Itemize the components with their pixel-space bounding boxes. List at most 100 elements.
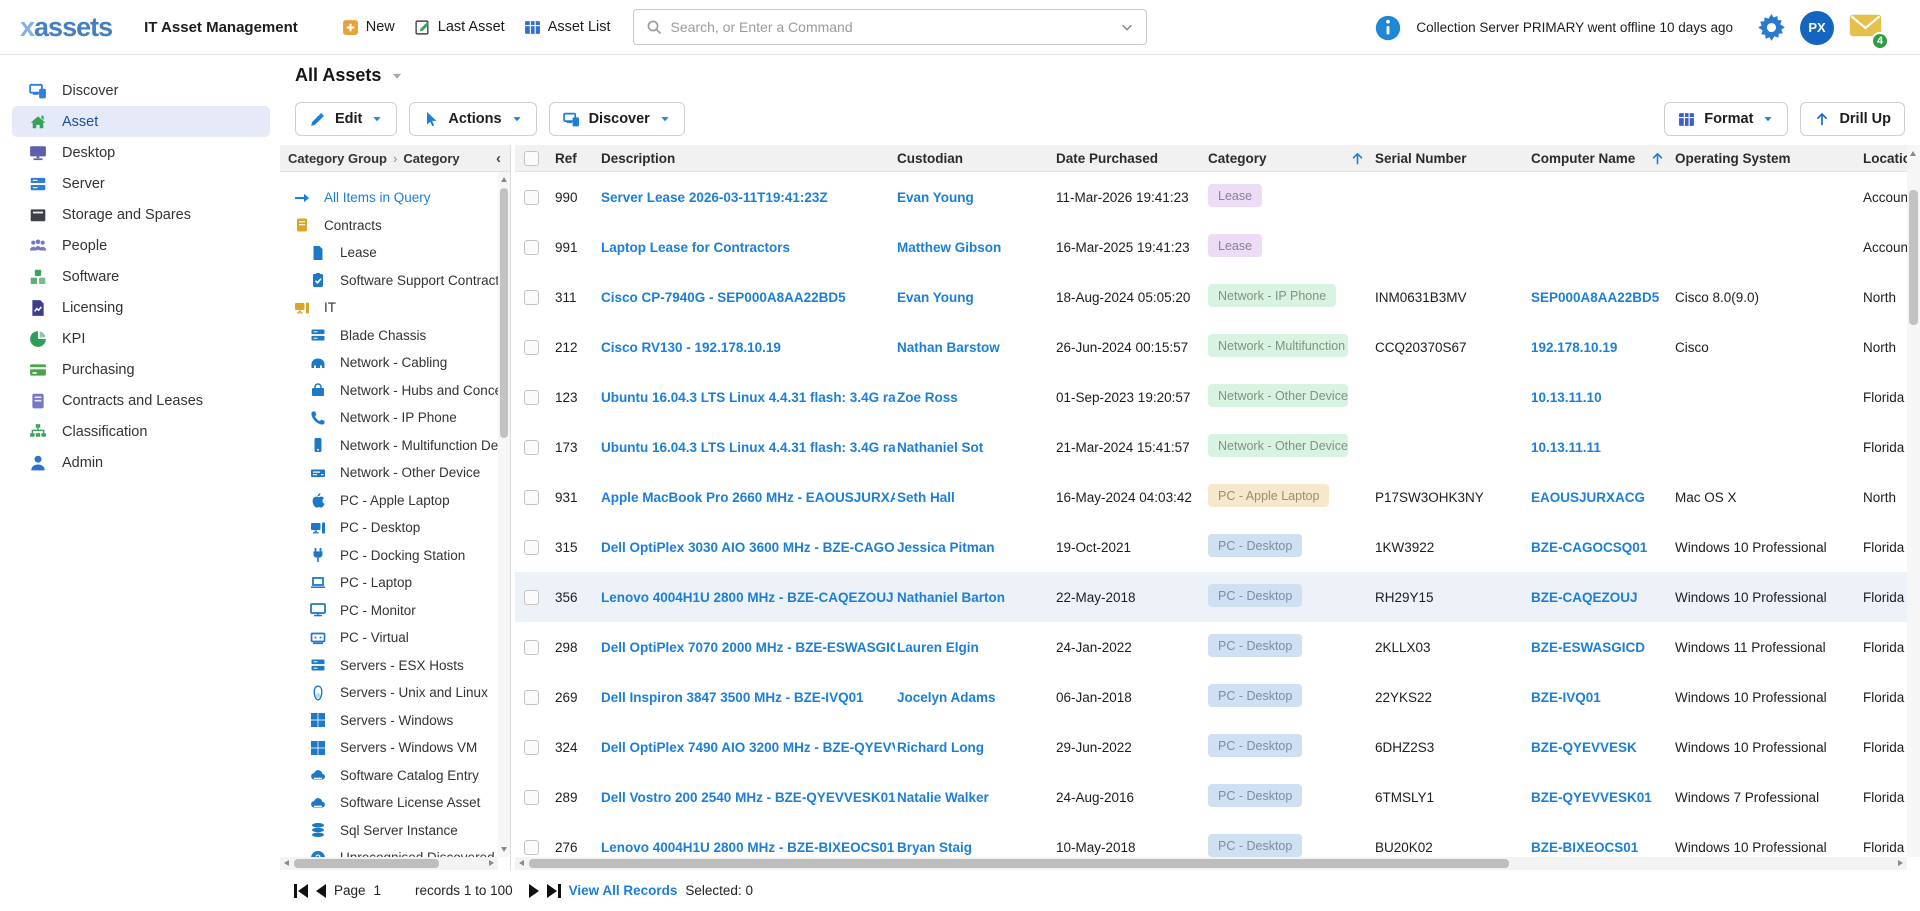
- cell-custodian-link-text[interactable]: Nathaniel Barton: [897, 589, 1006, 605]
- tree-header-group[interactable]: Category Group: [288, 150, 387, 166]
- tree-item-servers-unix-and-linux[interactable]: Servers - Unix and Linux: [280, 679, 498, 707]
- cell-computer-name-link[interactable]: BZE-CAQEZOUJ: [1529, 590, 1673, 605]
- row-checkbox[interactable]: [524, 289, 539, 305]
- row-checkbox[interactable]: [524, 389, 539, 405]
- row-checkbox[interactable]: [524, 739, 539, 755]
- cell-custodian-link[interactable]: Seth Hall: [895, 490, 1054, 505]
- cell-description-link-text[interactable]: Ubuntu 16.04.3 LTS Linux 4.4.31 flash: 3…: [601, 439, 895, 455]
- cell-custodian-link-text[interactable]: Nathan Barstow: [897, 339, 1000, 355]
- table-row[interactable]: 298 Dell OptiPlex 7070 2000 MHz - BZE-ESW…: [515, 622, 1907, 672]
- grid-vertical-scrollbar[interactable]: [1907, 145, 1920, 857]
- previous-page-button[interactable]: [316, 883, 326, 898]
- column-header-ref[interactable]: Ref: [553, 151, 599, 166]
- tree-item-sql-server-instance[interactable]: Sql Server Instance: [280, 817, 498, 845]
- chevron-down-icon[interactable]: [1120, 20, 1134, 34]
- cell-description-link-text[interactable]: Cisco CP-7940G - SEP000A8AA22BD5: [601, 289, 846, 305]
- topnav-asset-list[interactable]: Asset List: [524, 19, 611, 36]
- cell-computer-name-link[interactable]: SEP000A8AA22BD5: [1529, 290, 1673, 305]
- discover-button[interactable]: Discover: [548, 102, 685, 136]
- cell-computer-name-link[interactable]: BZE-IVQ01: [1529, 690, 1673, 705]
- sidebar-item-desktop[interactable]: Desktop: [12, 137, 270, 168]
- table-row[interactable]: 289 Dell Vostro 200 2540 MHz - BZE-QYEVVE…: [515, 772, 1907, 822]
- column-header-date-purchased[interactable]: Date Purchased: [1054, 151, 1206, 166]
- column-header-computer-name[interactable]: Computer Name: [1529, 151, 1673, 166]
- column-header-custodian[interactable]: Custodian: [895, 151, 1054, 166]
- row-checkbox[interactable]: [524, 239, 539, 255]
- cell-description-link[interactable]: Dell OptiPlex 7070 2000 MHz - BZE-ESWASG…: [599, 640, 895, 655]
- cell-description-link-text[interactable]: Dell OptiPlex 3030 AIO 3600 MHz - BZE-CA…: [601, 539, 895, 555]
- cell-custodian-link[interactable]: Matthew Gibson: [895, 240, 1054, 255]
- last-page-button[interactable]: [546, 883, 561, 898]
- tree-item-contracts[interactable]: Contracts: [280, 212, 498, 240]
- row-checkbox[interactable]: [524, 489, 539, 505]
- cell-computer-name-link-text[interactable]: SEP000A8AA22BD5: [1531, 289, 1660, 305]
- tree-item-pc-monitor[interactable]: PC - Monitor: [280, 597, 498, 625]
- row-checkbox[interactable]: [524, 639, 539, 655]
- tree-item-pc-laptop[interactable]: PC - Laptop: [280, 569, 498, 597]
- search-input[interactable]: Search, or Enter a Command: [632, 9, 1147, 45]
- cell-custodian-link[interactable]: Nathan Barstow: [895, 340, 1054, 355]
- cell-custodian-link[interactable]: Evan Young: [895, 290, 1054, 305]
- cell-custodian-link[interactable]: Jessica Pitman: [895, 540, 1054, 555]
- cell-description-link[interactable]: Dell Vostro 200 2540 MHz - BZE-QYEVVESK0…: [599, 790, 895, 805]
- cell-custodian-link[interactable]: Jocelyn Adams: [895, 690, 1054, 705]
- cell-computer-name-link[interactable]: BZE-BIXEOCS01: [1529, 840, 1673, 855]
- cell-computer-name-link[interactable]: BZE-QYEVVESK01: [1529, 790, 1673, 805]
- tree-item-network-multifunction-dev[interactable]: Network - Multifunction Dev: [280, 432, 498, 460]
- drill-up-button[interactable]: Drill Up: [1800, 102, 1905, 136]
- cell-computer-name-link[interactable]: BZE-CAGOCSQ01: [1529, 540, 1673, 555]
- tree-item-servers-esx-hosts[interactable]: Servers - ESX Hosts: [280, 652, 498, 680]
- row-checkbox[interactable]: [524, 439, 539, 455]
- tree-item-it[interactable]: IT: [280, 294, 498, 322]
- cell-computer-name-link[interactable]: BZE-ESWASGICD: [1529, 640, 1673, 655]
- cell-description-link[interactable]: Dell OptiPlex 7490 AIO 3200 MHz - BZE-QY…: [599, 740, 895, 755]
- gear-icon[interactable]: [1758, 14, 1785, 41]
- sidebar-item-people[interactable]: People: [12, 230, 270, 261]
- cell-description-link-text[interactable]: Ubuntu 16.04.3 LTS Linux 4.4.31 flash: 3…: [601, 389, 895, 405]
- cell-description-link[interactable]: Ubuntu 16.04.3 LTS Linux 4.4.31 flash: 3…: [599, 440, 895, 455]
- cell-computer-name-link-text[interactable]: BZE-ESWASGICD: [1531, 639, 1646, 655]
- cell-computer-name-link[interactable]: EAOUSJURXACG: [1529, 490, 1673, 505]
- cell-computer-name-link[interactable]: 10.13.11.10: [1529, 390, 1673, 405]
- sidebar-item-licensing[interactable]: Licensing: [12, 292, 270, 323]
- tree-item-pc-desktop[interactable]: PC - Desktop: [280, 514, 498, 542]
- row-checkbox[interactable]: [524, 339, 539, 355]
- cell-custodian-link-text[interactable]: Nathaniel Sot: [897, 439, 984, 455]
- first-page-button[interactable]: [294, 883, 308, 898]
- tree-item-unrecognised-discovered-d[interactable]: ? Unrecognised Discovered D: [280, 844, 498, 857]
- sidebar-item-discover[interactable]: Discover: [12, 75, 270, 106]
- cell-description-link-text[interactable]: Lenovo 4004H1U 2800 MHz - BZE-CAQEZOUJ: [601, 589, 894, 605]
- cell-custodian-link[interactable]: Richard Long: [895, 740, 1054, 755]
- row-checkbox[interactable]: [524, 539, 539, 555]
- cell-description-link-text[interactable]: Lenovo 4004H1U 2800 MHz - BZE-BIXEOCS01: [601, 839, 895, 855]
- table-row[interactable]: 269 Dell Inspiron 3847 3500 MHz - BZE-IVQ…: [515, 672, 1907, 722]
- sidebar-item-admin[interactable]: Admin: [12, 447, 270, 478]
- edit-button[interactable]: Edit: [295, 102, 398, 136]
- tree-item-network-other-device[interactable]: Network - Other Device: [280, 459, 498, 487]
- cell-computer-name-link-text[interactable]: 192.178.10.19: [1531, 339, 1618, 355]
- cell-description-link[interactable]: Lenovo 4004H1U 2800 MHz - BZE-CAQEZOUJ: [599, 590, 895, 605]
- cell-description-link[interactable]: Ubuntu 16.04.3 LTS Linux 4.4.31 flash: 3…: [599, 390, 895, 405]
- cell-description-link[interactable]: Cisco CP-7940G - SEP000A8AA22BD5: [599, 290, 895, 305]
- cell-custodian-link-text[interactable]: Evan Young: [897, 189, 974, 205]
- table-row[interactable]: 311 Cisco CP-7940G - SEP000A8AA22BD5 Evan …: [515, 272, 1907, 322]
- sidebar-item-purchasing[interactable]: Purchasing: [12, 354, 270, 385]
- info-icon[interactable]: [1375, 15, 1401, 41]
- tree-item-software-support-contract[interactable]: Software Support Contract: [280, 267, 498, 295]
- cell-description-link-text[interactable]: Dell OptiPlex 7490 AIO 3200 MHz - BZE-QY…: [601, 739, 895, 755]
- tree-item-software-catalog-entry[interactable]: Software Catalog Entry: [280, 762, 498, 790]
- cell-custodian-link-text[interactable]: Seth Hall: [897, 489, 955, 505]
- cell-computer-name-link-text[interactable]: BZE-CAGOCSQ01: [1531, 539, 1648, 555]
- table-row[interactable]: 991 Laptop Lease for Contractors Matthew G…: [515, 222, 1907, 272]
- cell-custodian-link-text[interactable]: Natalie Walker: [897, 789, 989, 805]
- actions-button[interactable]: Actions: [409, 102, 537, 136]
- cell-custodian-link-text[interactable]: Matthew Gibson: [897, 239, 1002, 255]
- cell-description-link-text[interactable]: Dell Vostro 200 2540 MHz - BZE-QYEVVESK0…: [601, 789, 895, 805]
- column-header-location[interactable]: Location: [1861, 151, 1920, 166]
- collapse-panel-icon[interactable]: ‹: [496, 149, 501, 167]
- cell-description-link[interactable]: Server Lease 2026-03-11T19:41:23Z: [599, 190, 895, 205]
- cell-computer-name-link[interactable]: 192.178.10.19: [1529, 340, 1673, 355]
- cell-computer-name-link-text[interactable]: BZE-QYEVVESK: [1531, 739, 1637, 755]
- cell-description-link[interactable]: Lenovo 4004H1U 2800 MHz - BZE-BIXEOCS01: [599, 840, 895, 855]
- app-logo[interactable]: xassets: [20, 11, 113, 42]
